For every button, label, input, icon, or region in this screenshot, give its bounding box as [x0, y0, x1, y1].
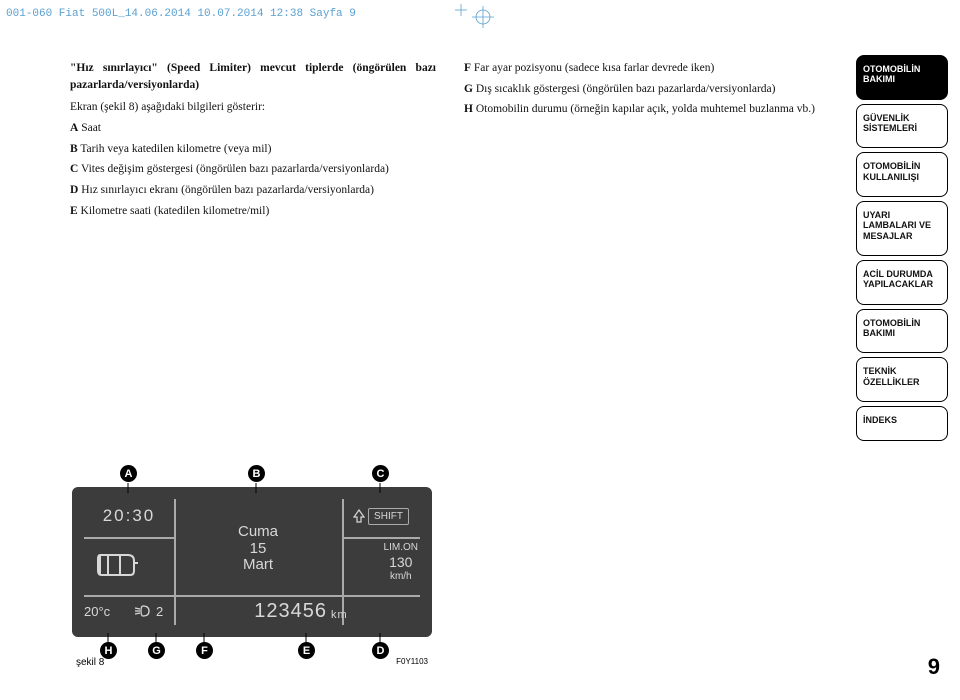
figure-8: 20:30 Cuma 15 Mart SHIFT LIM.ON 130 km/h — [72, 487, 452, 668]
callout-A: A — [120, 465, 137, 482]
lcd-limit-unit: km/h — [384, 571, 418, 583]
callout-D: D — [372, 642, 389, 659]
section-tab[interactable]: UYARI LAMBALARI VE MESAJLAR — [856, 201, 948, 256]
list-item: E Kilometre saati (katedilen kilometre/m… — [70, 203, 436, 220]
figure-caption: şekil 8 — [76, 657, 104, 668]
lcd-shift-cell: SHIFT — [344, 501, 418, 531]
lcd-headlight-level: 2 — [134, 604, 182, 619]
callout-C: C — [372, 465, 389, 482]
car-door-icon — [94, 549, 138, 579]
item-label: G — [464, 83, 473, 95]
lcd-limit: LIM.ON 130 km/h — [384, 542, 418, 583]
lcd-fan-value: 2 — [156, 604, 163, 619]
section-tab[interactable]: GÜVENLİK SİSTEMLERİ — [856, 104, 948, 149]
callout-F: F — [196, 642, 213, 659]
item-label: C — [70, 163, 78, 175]
lcd-day-name: Cuma — [238, 524, 278, 541]
lcd-shift-label: SHIFT — [368, 508, 409, 525]
lcd-divider-h3 — [342, 537, 420, 539]
content-columns: "Hız sınırlayıcı" (Speed Limiter) mevcut… — [70, 60, 830, 223]
callout-G: G — [148, 642, 165, 659]
registration-mark-top — [455, 4, 495, 34]
section-tab[interactable]: OTOMOBİLİN KULLANILIŞI — [856, 152, 948, 197]
list-item: C Vites değişim göstergesi (öngörülen ba… — [70, 161, 436, 178]
left-column: "Hız sınırlayıcı" (Speed Limiter) mevcut… — [70, 60, 436, 223]
item-label: E — [70, 205, 78, 217]
item-label: H — [464, 103, 473, 115]
lcd-odo-value: 123456 — [254, 600, 327, 623]
figure-code: F0Y1103 — [396, 657, 428, 668]
list-item: B Tarih veya katedilen kilometre (veya m… — [70, 141, 436, 158]
lcd-bottom-row: 20°c 2 123456 km — [84, 595, 420, 627]
section-intro: Ekran (şekil 8) aşağıdaki bilgileri göst… — [70, 99, 436, 116]
section-tab[interactable]: İNDEKS — [856, 406, 948, 440]
list-item: A Saat — [70, 120, 436, 137]
lcd-time: 20:30 — [84, 501, 174, 531]
section-tab[interactable]: OTOMOBİLİN BAKIMI — [856, 55, 948, 100]
page-number: 9 — [928, 654, 940, 680]
section-tab[interactable]: ACİL DURUMDA YAPILACAKLAR — [856, 260, 948, 305]
item-label: B — [70, 143, 78, 155]
list-item: G Dış sıcaklık göstergesi (öngörülen baz… — [464, 81, 830, 98]
lcd-limon: LIM.ON — [384, 542, 418, 554]
list-item: H Otomobilin durumu (örneğin kapılar açı… — [464, 101, 830, 118]
section-heading: "Hız sınırlayıcı" (Speed Limiter) mevcut… — [70, 60, 436, 93]
item-label: D — [70, 184, 78, 196]
lcd-divider-h1 — [84, 537, 174, 539]
callout-H: H — [100, 642, 117, 659]
item-label: A — [70, 122, 78, 134]
list-item: F Far ayar pozisyonu (sadece kısa farlar… — [464, 60, 830, 77]
lcd-odo-unit: km — [331, 609, 348, 621]
lcd-date: Cuma 15 Mart — [174, 511, 342, 587]
dashboard-lcd: 20:30 Cuma 15 Mart SHIFT LIM.ON 130 km/h — [72, 487, 432, 637]
list-item: D Hız sınırlayıcı ekranı (öngörülen bazı… — [70, 182, 436, 199]
lcd-month: Mart — [243, 557, 273, 574]
callout-B: B — [248, 465, 265, 482]
lcd-temp: 20°c — [84, 604, 134, 619]
item-label: F — [464, 62, 471, 74]
shift-arrow-icon — [353, 509, 365, 523]
source-file-header: 001-060 Fiat 500L_14.06.2014 10.07.2014 … — [6, 8, 356, 20]
lcd-limit-value: 130 — [384, 554, 418, 571]
callout-E: E — [298, 642, 315, 659]
lcd-day-num: 15 — [250, 541, 267, 558]
section-tab[interactable]: OTOMOBİLİN BAKIMI — [856, 309, 948, 354]
section-tabs: OTOMOBİLİN BAKIMIGÜVENLİK SİSTEMLERİOTOM… — [856, 55, 948, 445]
right-column: F Far ayar pozisyonu (sadece kısa farlar… — [464, 60, 830, 223]
lcd-odometer: 123456 km — [182, 600, 420, 623]
headlight-icon — [134, 604, 152, 618]
section-tab[interactable]: TEKNİK ÖZELLİKLER — [856, 357, 948, 402]
